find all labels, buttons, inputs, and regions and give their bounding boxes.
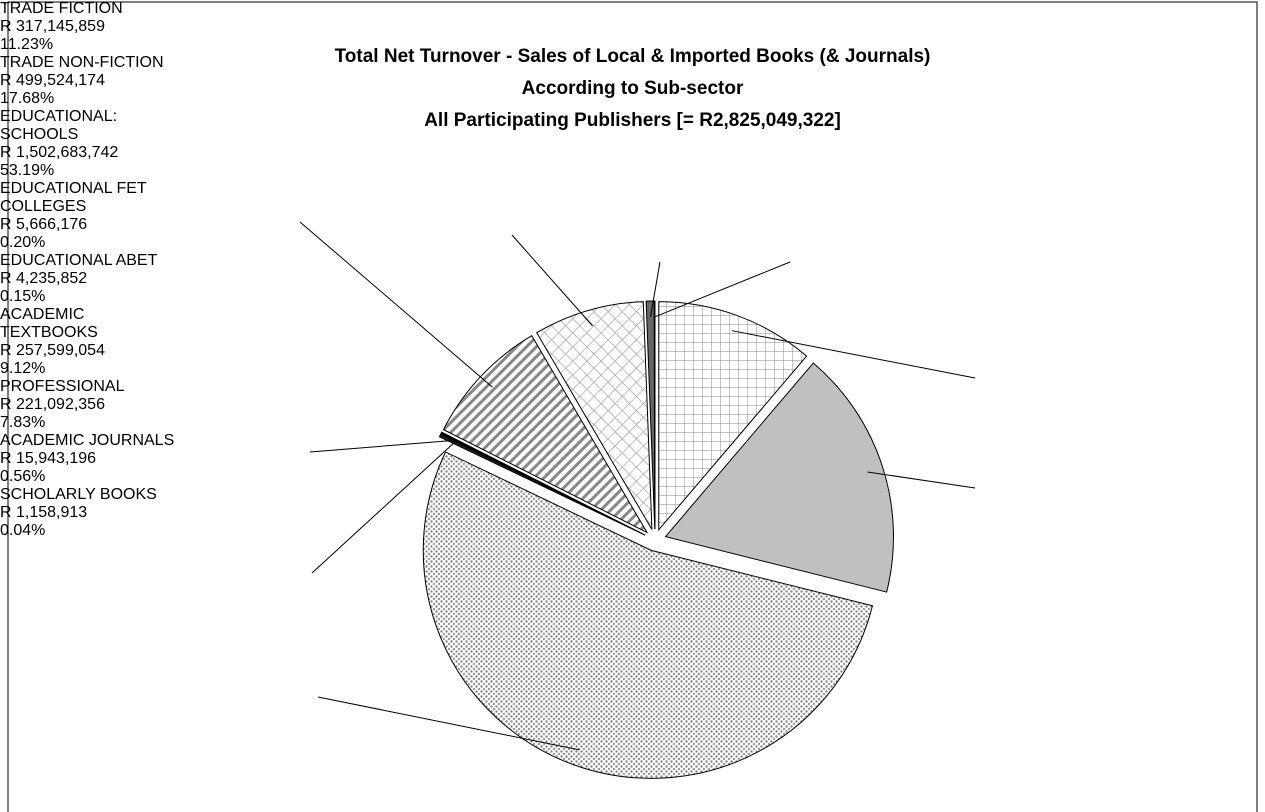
leader-line — [731, 330, 976, 379]
percent-label: 0.04% — [0, 522, 46, 539]
pie-slice — [440, 431, 646, 536]
value-label: R 1,502,683,742 — [0, 144, 119, 161]
category-label: ACADEMIC TEXTBOOKS — [0, 306, 98, 341]
pie-slice — [536, 301, 653, 530]
slice-label: ACADEMIC TEXTBOOKS R 257,599,054 9.12% — [0, 306, 140, 378]
category-label: TRADE FICTION — [0, 0, 123, 17]
leader-line — [317, 696, 580, 751]
pie-slice — [422, 451, 874, 779]
percent-label: 7.83% — [0, 414, 46, 431]
value-label: R 15,943,196 — [0, 450, 97, 467]
leader-line — [511, 234, 593, 327]
leader-line — [649, 261, 661, 318]
value-label: R 499,524,174 — [0, 72, 105, 89]
value-label: R 4,235,852 — [0, 270, 88, 287]
value-label: R 317,145,859 — [0, 18, 105, 35]
pie-slice — [653, 300, 656, 530]
leader-line — [867, 471, 976, 489]
chart-title: Total Net Turnover - Sales of Local & Im… — [334, 46, 931, 67]
slice-label: EDUCATIONAL: SCHOOLS R 1,502,683,742 53.19… — [0, 108, 170, 180]
slice-label: SCHOLARLY BOOKS R 1,158,913 0.04% — [0, 486, 240, 540]
percent-label: 0.20% — [0, 234, 46, 251]
leader-line — [309, 439, 456, 453]
leader-line — [299, 221, 493, 388]
value-label: R 5,666,176 — [0, 216, 88, 233]
category-label: TRADE NON-FICTION — [0, 54, 164, 71]
leader-line — [311, 442, 455, 574]
value-label: R 221,092,356 — [0, 396, 105, 413]
slice-label: TRADE NON-FICTION R 499,524,174 17.68% — [0, 54, 240, 108]
percent-label: 53.19% — [0, 162, 55, 179]
value-label: R 1,158,913 — [0, 504, 88, 521]
slice-label: TRADE FICTION R 317,145,859 11.23% — [0, 0, 220, 54]
chart-subtitle: According to Sub-sector — [521, 78, 744, 99]
pie-slice — [658, 301, 808, 532]
category-label: ACADEMIC JOURNALS — [0, 432, 175, 449]
percent-label: 17.68% — [0, 90, 55, 107]
slice-label: EDUCATIONAL FET COLLEGES R 5,666,176 0.20% — [0, 180, 230, 252]
slice-label: PROFESSIONAL R 221,092,356 7.83% — [0, 378, 200, 432]
slice-label: EDUCATIONAL ABET R 4,235,852 0.15% — [0, 252, 240, 306]
percent-label: 9.12% — [0, 360, 46, 377]
leader-line — [654, 261, 791, 318]
category-label: EDUCATIONAL: SCHOOLS — [0, 108, 118, 143]
category-label: EDUCATIONAL FET COLLEGES — [0, 180, 147, 215]
category-label: EDUCATIONAL ABET — [0, 252, 158, 269]
percent-label: 0.15% — [0, 288, 46, 305]
pie-slice — [664, 362, 894, 593]
category-label: PROFESSIONAL — [0, 378, 125, 395]
slice-label: ACADEMIC JOURNALS R 15,943,196 0.56% — [0, 432, 260, 486]
category-label: SCHOLARLY BOOKS — [0, 486, 157, 503]
value-label: R 257,599,054 — [0, 342, 105, 359]
chart-border — [7, 1, 1258, 812]
percent-label: 0.56% — [0, 468, 46, 485]
pie-slice — [442, 335, 649, 534]
percent-label: 11.23% — [0, 36, 54, 53]
chart-subtitle: All Participating Publishers [= R2,825,0… — [424, 110, 841, 131]
